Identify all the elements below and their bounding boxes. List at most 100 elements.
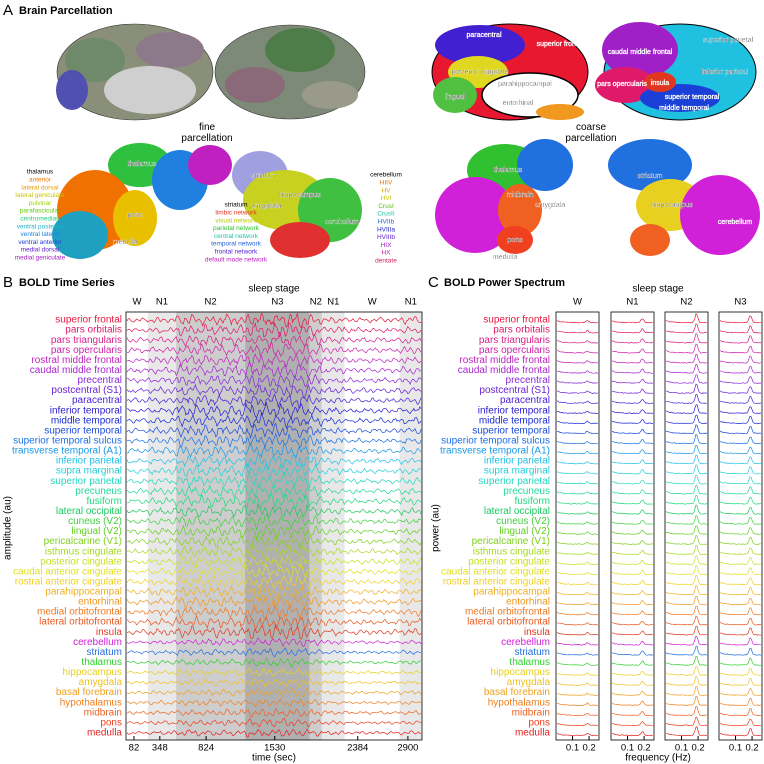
- series-label: hippocampus: [63, 667, 122, 678]
- spectrum-trace: [719, 395, 762, 404]
- brain-region: [435, 177, 515, 253]
- region-label: middle temporal: [659, 105, 709, 112]
- series-label: superior parietal: [478, 476, 550, 487]
- trace: [126, 717, 422, 728]
- spectrum-trace: [556, 430, 599, 435]
- spectrum-trace: [556, 662, 599, 666]
- brain-medial-wall: [104, 66, 196, 114]
- spectrum-trace: [665, 333, 708, 344]
- trace: [126, 698, 422, 708]
- series-label: lateral occipital: [56, 506, 122, 517]
- brain-region: [136, 32, 204, 68]
- legend-entry: anterior: [29, 177, 52, 184]
- spectrum-trace: [666, 474, 708, 485]
- series-label: rostral middle frontal: [31, 355, 122, 366]
- spectrum-trace: [556, 642, 599, 646]
- brain-region: [595, 67, 655, 103]
- legend-entry: HX: [381, 250, 391, 257]
- series-label: middle temporal: [479, 415, 550, 426]
- series-label: inferior temporal: [50, 405, 122, 416]
- legend-entry: medial geniculate: [15, 255, 66, 262]
- spectrum-trace: [611, 338, 654, 344]
- spectrum-trace: [665, 313, 707, 324]
- legend-entry: visual network: [215, 217, 257, 224]
- series-label: insula: [524, 627, 551, 638]
- spectrum-trace: [611, 439, 653, 445]
- trace: [126, 574, 422, 590]
- series-label: basal forebrain: [484, 687, 550, 698]
- spectrum-trace: [665, 615, 708, 626]
- y-axis-label: amplitude (au): [3, 496, 14, 560]
- x-tick-label: 0.2: [691, 743, 704, 754]
- series-label: pars opercularis: [51, 345, 122, 356]
- x-tick-label: 0.1: [729, 743, 742, 754]
- brain-region: [65, 38, 125, 82]
- stage-band: [321, 312, 345, 740]
- series-label: entorhinal: [506, 597, 550, 608]
- spectrum-trace: [611, 671, 653, 676]
- region-label: pons: [127, 212, 143, 219]
- trace: [126, 594, 422, 610]
- trace: [126, 360, 422, 379]
- spectrum-trace: [556, 692, 599, 696]
- brain-region: [225, 67, 285, 103]
- spectrum-trace: [665, 454, 707, 465]
- series-label: lateral orbitofrontal: [39, 617, 122, 628]
- spectrum-trace: [557, 531, 599, 535]
- spectrum-trace: [665, 555, 708, 565]
- spectrum-trace: [611, 327, 654, 334]
- spectrum-trace: [719, 567, 762, 576]
- spectrum-trace: [556, 370, 599, 374]
- trace: [126, 614, 422, 631]
- spectrum-trace: [611, 590, 654, 596]
- spectrum-trace: [556, 400, 599, 404]
- trace: [126, 352, 422, 369]
- region-label: midbrain: [507, 192, 534, 199]
- legend-entry: ventral posterior: [17, 223, 64, 230]
- spectrum-trace: [556, 340, 599, 344]
- brain-region: [536, 104, 584, 120]
- spectrum-trace: [719, 315, 762, 324]
- series-label: pars orbitalis: [493, 325, 550, 336]
- trace: [126, 687, 422, 698]
- trace: [126, 502, 422, 518]
- legend-entry: medial dorsal: [21, 247, 60, 254]
- spectrum-trace: [611, 318, 654, 324]
- stage-label: W: [368, 297, 377, 308]
- series-label: isthmus cingulate: [473, 546, 551, 557]
- series-label: pars triangularis: [51, 335, 122, 346]
- region-label: hippocampus: [651, 202, 693, 209]
- spectrum-trace: [719, 527, 762, 535]
- series-label: inferior temporal: [478, 405, 550, 416]
- spectrum-trace: [611, 630, 654, 636]
- series-label: transverse temporal (A1): [440, 446, 550, 457]
- series-label: striatum: [514, 647, 550, 658]
- spectrum-trace: [611, 378, 654, 384]
- spectrum-trace: [556, 581, 599, 586]
- spectrum-trace: [719, 335, 762, 344]
- region-label: medulla: [493, 254, 518, 261]
- x-tick-label: 2900: [397, 743, 418, 754]
- x-tick-label: 0.2: [745, 743, 758, 754]
- spectrum-trace: [611, 570, 654, 576]
- region-label: cerebellum: [718, 219, 752, 226]
- series-label: lingual (V2): [499, 526, 550, 537]
- series-label: hypothalamus: [60, 697, 122, 708]
- spectrum-trace: [611, 549, 654, 555]
- legend-entry: lateral dorsal: [21, 184, 59, 191]
- series-label: superior frontal: [483, 315, 550, 326]
- legend-entry: ventral anterior: [18, 239, 62, 246]
- spectrum-trace: [665, 706, 708, 717]
- legend-entry: frontal network: [215, 249, 258, 256]
- spectrum-trace: [719, 587, 762, 596]
- trace: [126, 637, 422, 647]
- region-label: medulla: [113, 239, 138, 246]
- spectrum-trace: [665, 675, 708, 686]
- series-label: inferior parietal: [484, 456, 550, 467]
- series-label: caudal anterior cingulate: [13, 566, 122, 577]
- spectrum-trace: [666, 464, 708, 475]
- spectrum-trace: [720, 647, 762, 656]
- series-label: medial orbitofrontal: [37, 607, 122, 618]
- trace: [126, 623, 422, 640]
- spectrum-trace: [556, 360, 599, 364]
